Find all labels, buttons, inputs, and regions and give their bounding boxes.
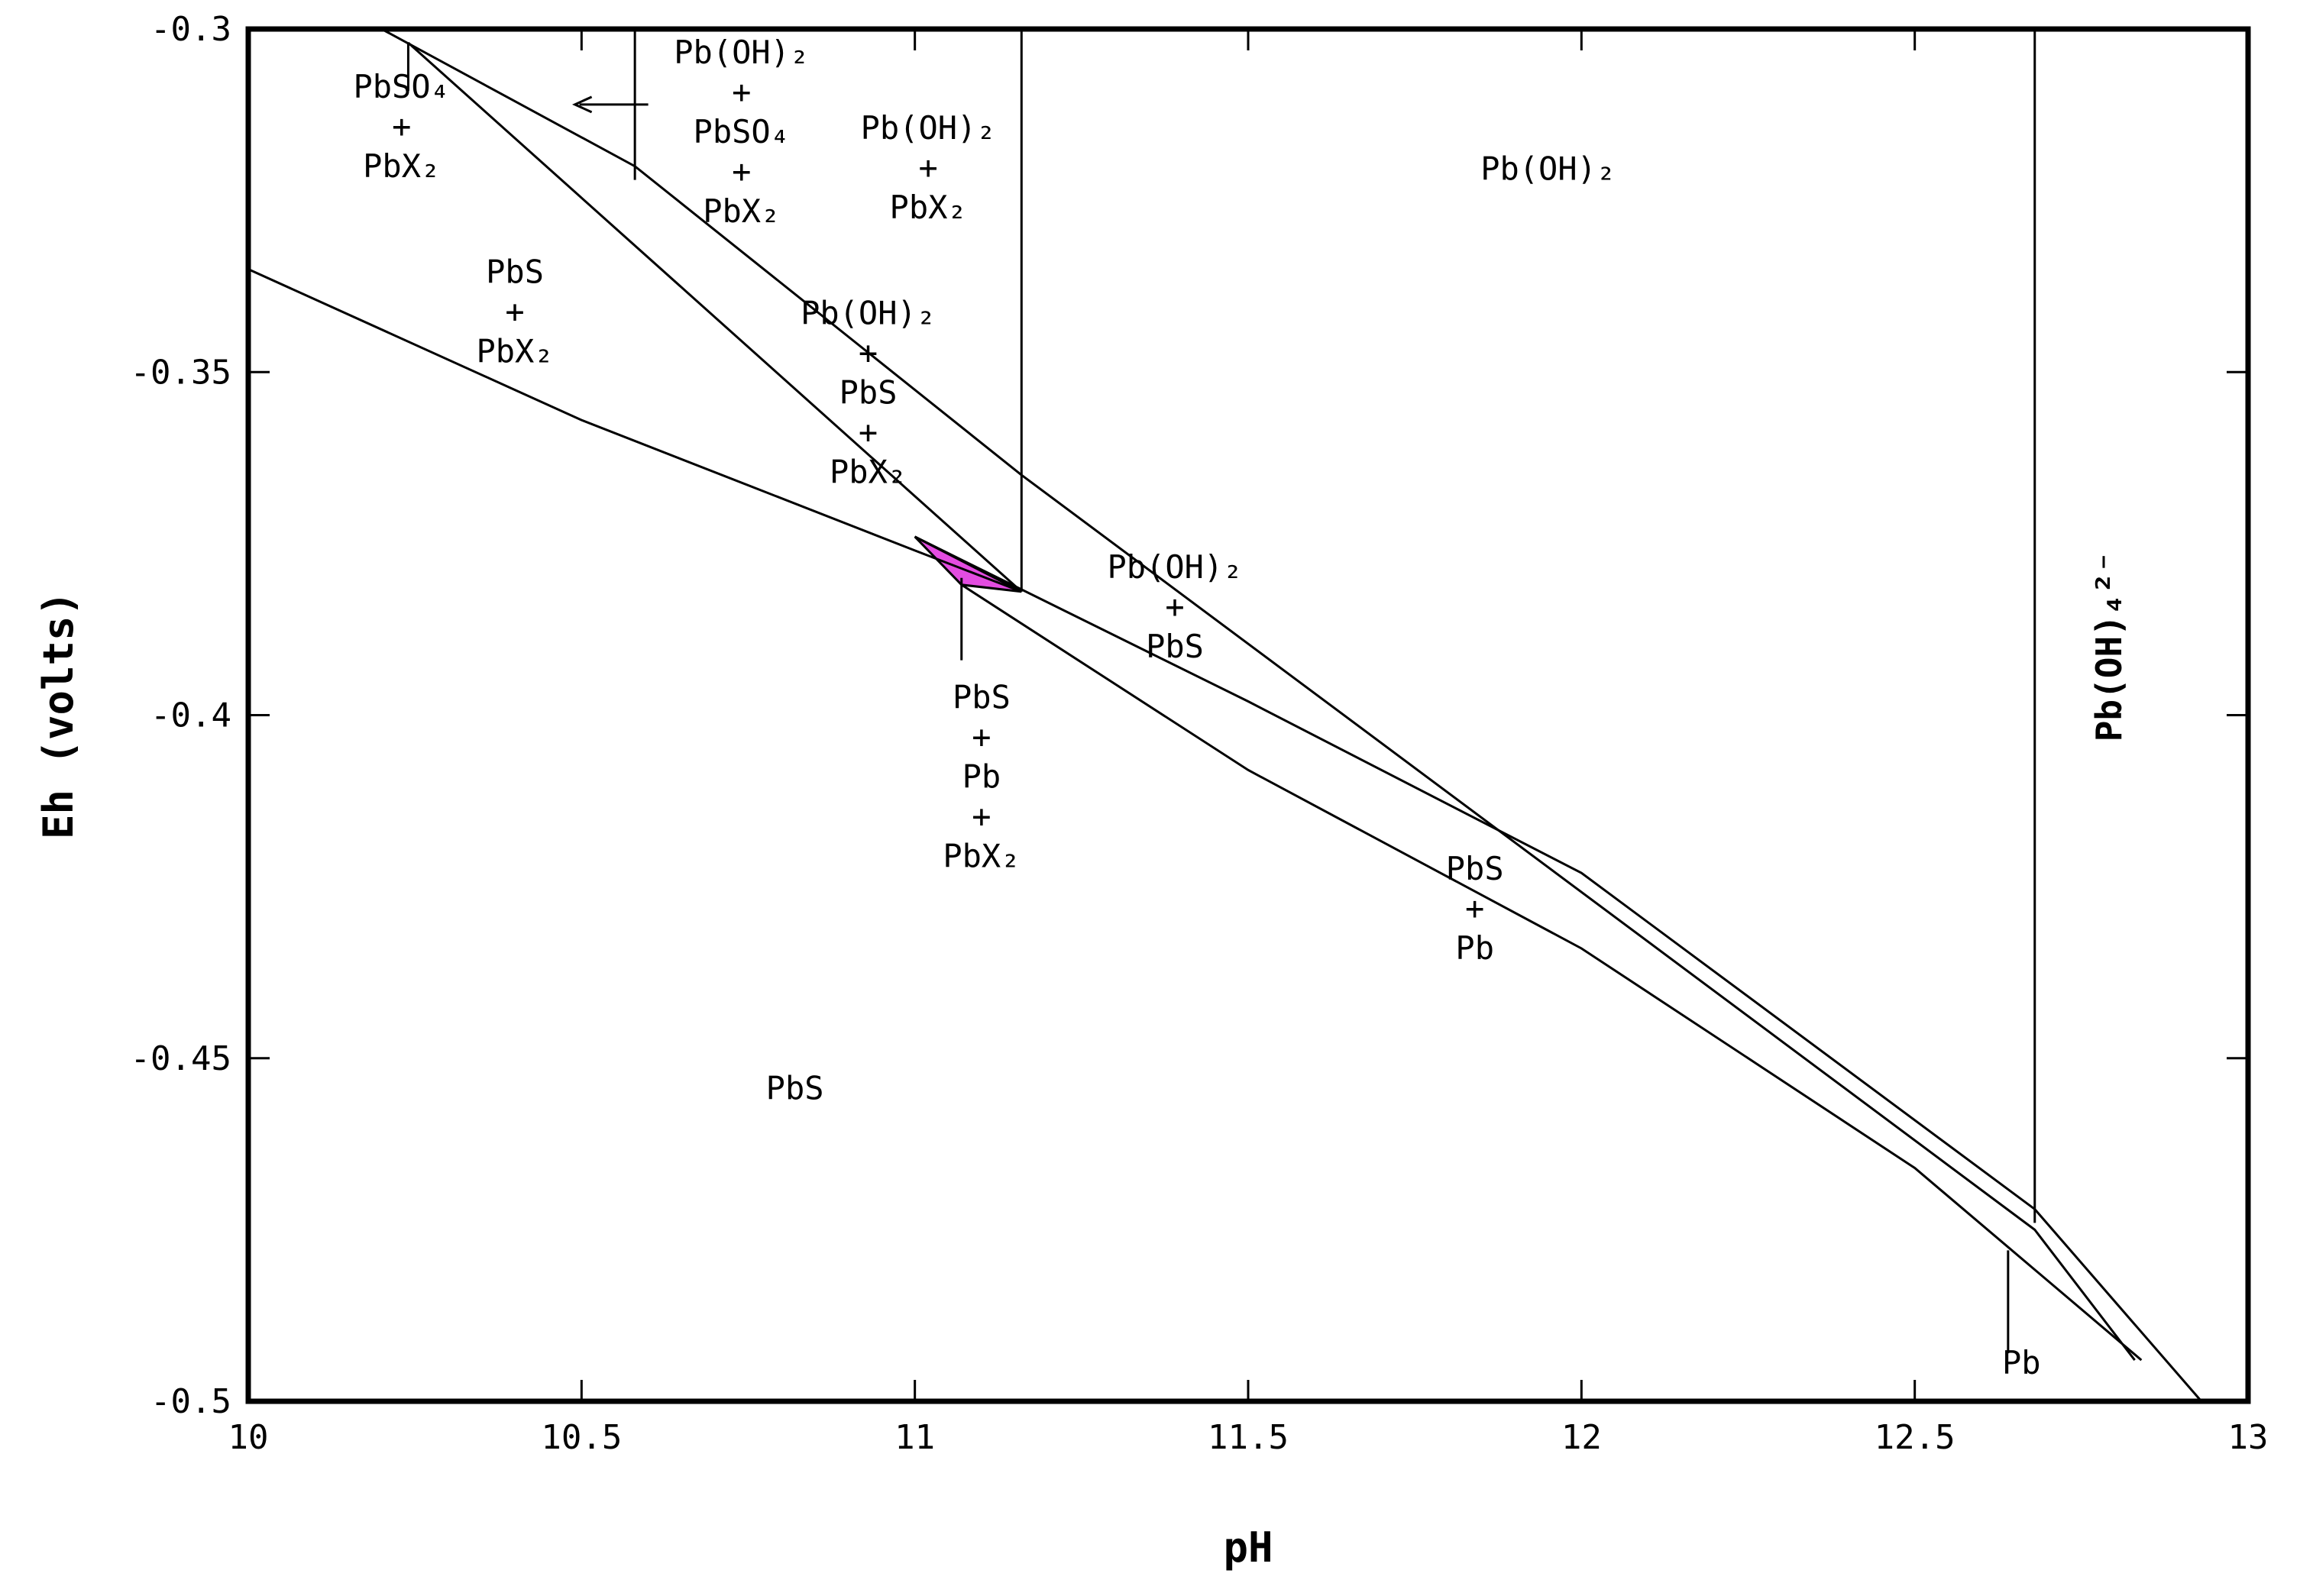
region-label-line: PbS: [1446, 850, 1504, 887]
y-tick-label: -0.45: [131, 1039, 231, 1078]
boundary-line-3: [914, 535, 2203, 1402]
region-label-line: +: [732, 73, 751, 111]
region-label-line: PbX₂: [363, 147, 440, 185]
region-label-line: Pb: [962, 758, 1001, 796]
x-tick-label: 11: [894, 1418, 935, 1457]
region-label-3: PbS+PbX₂: [476, 253, 553, 370]
arrow-layer: [571, 95, 649, 114]
label-layer: PbSO₄+PbX₂Pb(OH)₂+PbSO₄+PbX₂Pb(OH)₂+PbX₂…: [353, 34, 2130, 1381]
region-label-line: +: [505, 292, 524, 330]
region-label-line: PbSO₄: [353, 68, 449, 105]
region-label-line: +: [972, 798, 991, 835]
y-tick-label: -0.5: [150, 1382, 231, 1421]
region-label-line: PbX₂: [703, 192, 780, 230]
region-label-2: Pb(OH)₂+PbX₂: [861, 109, 996, 226]
region-label-9: PbS: [766, 1070, 824, 1107]
region-label-line: PbS: [839, 373, 898, 411]
region-label-line: PbS: [486, 253, 544, 290]
region-label-line: Pb(OH)₂: [861, 109, 996, 147]
region-label-line: +: [1465, 890, 1484, 927]
boundary-line-1: [407, 41, 1023, 593]
region-label-line: +: [1165, 588, 1184, 625]
x-tick-label: 12.5: [1875, 1418, 1955, 1457]
region-label-line: +: [859, 334, 878, 371]
region-label-line: PbS: [766, 1070, 824, 1107]
region-label-line: +: [392, 108, 411, 145]
y-tick-label: -0.35: [131, 353, 231, 392]
region-label-0: PbSO₄+PbX₂: [353, 68, 449, 185]
y-axis-title: Eh (volts): [34, 591, 82, 839]
region-label-10: Pb: [2002, 1344, 2041, 1381]
region-label-line: +: [859, 413, 878, 451]
region-label-4: Pb(OH)₂+PbS+PbX₂: [801, 294, 936, 490]
x-axis-title: pH: [1223, 1523, 1273, 1572]
region-label-line: PbX₂: [476, 332, 553, 370]
region-label-7: PbS+Pb: [1446, 850, 1504, 967]
x-tick-label: 13: [2228, 1418, 2269, 1457]
region-label-line: Pb: [1455, 929, 1494, 967]
y-tick-label: -0.3: [150, 10, 231, 49]
x-tick-label: 11.5: [1208, 1418, 1289, 1457]
x-tick-label: 10: [228, 1418, 269, 1457]
region-label-line: Pb(OH)₂: [1480, 150, 1616, 188]
region-label-5: Pb(OH)₂+PbS: [1107, 548, 1242, 665]
region-label-line: +: [918, 149, 937, 186]
region-label-line: +: [732, 153, 751, 190]
x-tick-label: 10.5: [541, 1418, 622, 1457]
tick-layer: 10 10.5 11 11.5 12 12.5 13 -0.3 -0.35 -0.4 -0.45 -0…: [131, 10, 2269, 1457]
region-label-line: PbX₂: [890, 189, 967, 226]
region-label-line: Pb(OH)₂: [674, 34, 809, 71]
region-label-line: PbSO₄: [694, 113, 790, 150]
region-label-11: Pb(OH)₄²⁻: [2088, 551, 2130, 741]
boundary-line-4: [960, 583, 2143, 1362]
arrow-head: [571, 95, 593, 114]
region-label-6: PbS+Pb+PbX₂: [943, 679, 1020, 875]
region-label-1: Pb(OH)₂+PbSO₄+PbX₂: [674, 34, 809, 230]
region-label-line: PbS: [1146, 628, 1204, 665]
region-label-line: PbX₂: [830, 453, 907, 490]
x-tick-label: 12: [1561, 1418, 1602, 1457]
boundary-layer: [247, 27, 2203, 1402]
region-label-line: Pb(OH)₂: [1107, 548, 1242, 586]
region-label-line: +: [972, 719, 991, 756]
region-label-line: Pb(OH)₂: [801, 294, 936, 331]
region-label-line: PbX₂: [943, 838, 1020, 875]
region-label-line: Pb: [2002, 1344, 2041, 1381]
region-label-line: PbS: [953, 679, 1011, 716]
region-label-8: Pb(OH)₂: [1480, 150, 1616, 188]
boundary-line-0: [380, 27, 2136, 1362]
y-tick-label: -0.4: [150, 696, 231, 735]
boundary-line-2: [247, 268, 1022, 593]
